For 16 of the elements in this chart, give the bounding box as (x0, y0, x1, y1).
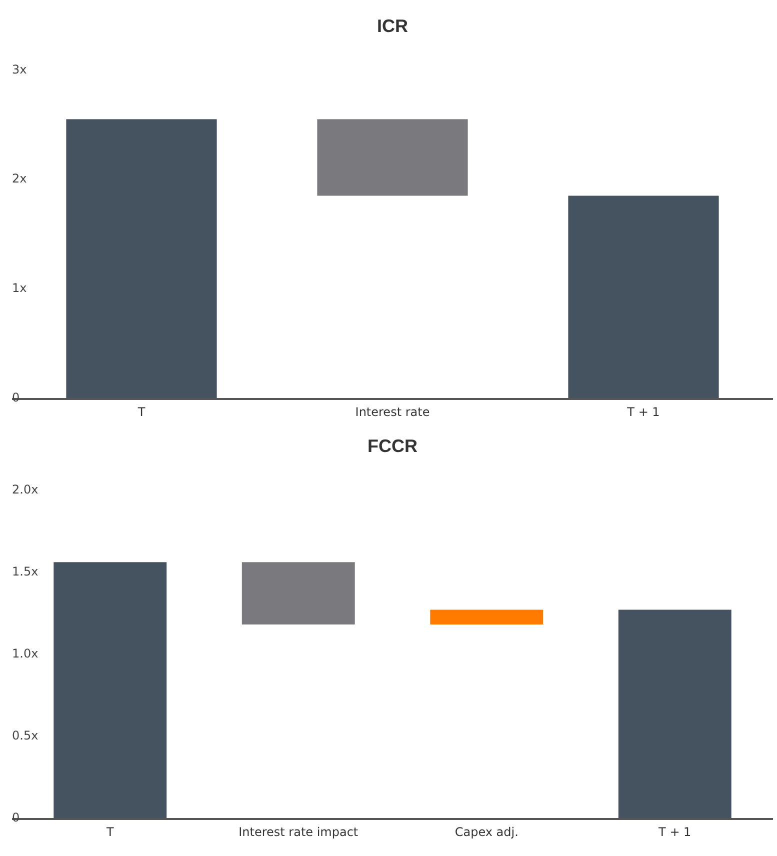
y-tick-label: 2.0x (12, 482, 38, 496)
x-tick-label: Interest rate impact (238, 825, 358, 839)
y-tick-label: 3x (12, 62, 27, 76)
x-tick-label: Interest rate (355, 405, 430, 419)
x-tick-label: T + 1 (658, 825, 692, 839)
x-tick-label: T (136, 405, 146, 419)
y-tick-label: 0.5x (12, 728, 38, 742)
x-tick-label: T + 1 (626, 405, 660, 419)
x-tick-label: Capex adj. (454, 825, 518, 839)
chart-title: ICR (377, 16, 408, 36)
y-tick-label: 1.5x (12, 564, 38, 578)
x-tick-label: T (105, 825, 114, 839)
y-tick-label: 1x (12, 280, 27, 295)
y-tick-label: 1.0x (12, 646, 38, 660)
y-tick-label: 2x (12, 172, 27, 186)
chart-title: FCCR (368, 436, 418, 456)
